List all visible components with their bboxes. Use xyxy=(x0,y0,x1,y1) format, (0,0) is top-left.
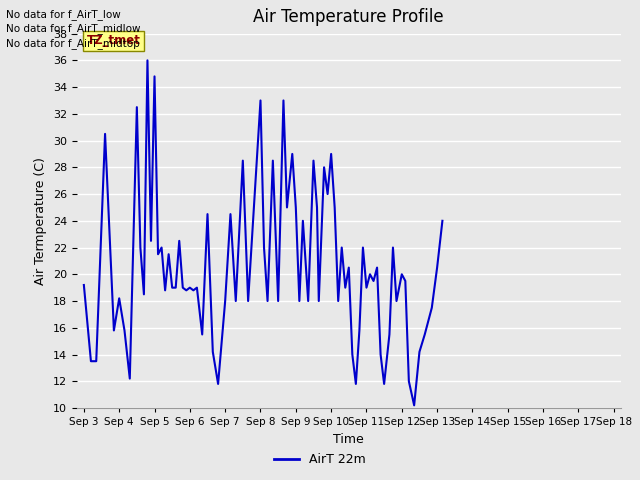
Title: Air Temperature Profile: Air Temperature Profile xyxy=(253,9,444,26)
Text: No data for f_AirT_midtop: No data for f_AirT_midtop xyxy=(6,37,140,48)
Legend: AirT 22m: AirT 22m xyxy=(269,448,371,471)
Text: TZ_tmet: TZ_tmet xyxy=(86,34,141,48)
Text: No data for f_AirT_midlow: No data for f_AirT_midlow xyxy=(6,23,141,34)
Text: No data for f_AirT_low: No data for f_AirT_low xyxy=(6,9,121,20)
Y-axis label: Air Termperature (C): Air Termperature (C) xyxy=(35,157,47,285)
X-axis label: Time: Time xyxy=(333,432,364,445)
